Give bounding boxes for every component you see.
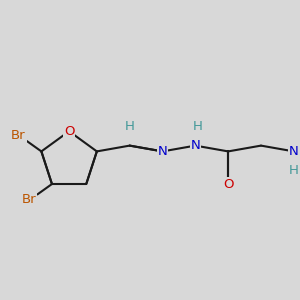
Text: N: N xyxy=(289,145,299,158)
Text: H: H xyxy=(289,164,299,177)
Text: H: H xyxy=(193,120,202,134)
Text: H: H xyxy=(125,120,135,134)
Text: Br: Br xyxy=(11,129,26,142)
Text: O: O xyxy=(223,178,233,191)
Text: O: O xyxy=(64,125,74,138)
Text: N: N xyxy=(158,145,167,158)
Text: N: N xyxy=(190,139,200,152)
Text: Br: Br xyxy=(22,193,36,206)
